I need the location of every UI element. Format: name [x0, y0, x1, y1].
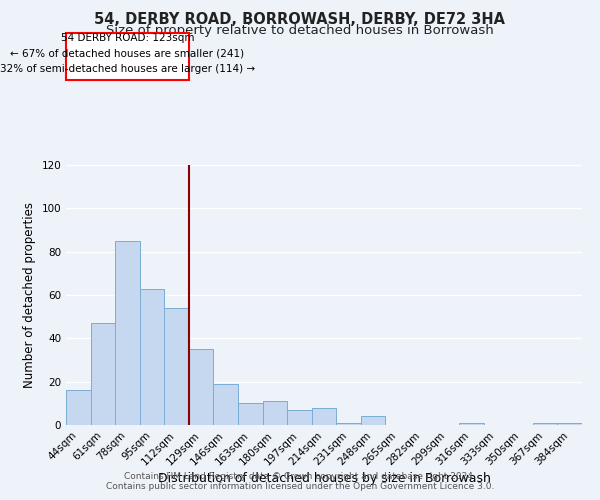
- Bar: [263, 401, 287, 425]
- Y-axis label: Number of detached properties: Number of detached properties: [23, 202, 36, 388]
- Text: Size of property relative to detached houses in Borrowash: Size of property relative to detached ho…: [106, 24, 494, 37]
- Bar: [140, 288, 164, 425]
- Bar: [533, 423, 557, 425]
- Text: 54, DERBY ROAD, BORROWASH, DERBY, DE72 3HA: 54, DERBY ROAD, BORROWASH, DERBY, DE72 3…: [95, 12, 505, 28]
- Bar: [238, 404, 263, 425]
- Text: 54 DERBY ROAD: 123sqm
← 67% of detached houses are smaller (241)
32% of semi-det: 54 DERBY ROAD: 123sqm ← 67% of detached …: [0, 33, 255, 74]
- Bar: [164, 308, 189, 425]
- Bar: [287, 410, 312, 425]
- X-axis label: Distribution of detached houses by size in Borrowash: Distribution of detached houses by size …: [158, 472, 490, 486]
- Text: Contains HM Land Registry data © Crown copyright and database right 2024.: Contains HM Land Registry data © Crown c…: [124, 472, 476, 481]
- Bar: [557, 423, 582, 425]
- Bar: [115, 241, 140, 425]
- Text: Contains public sector information licensed under the Open Government Licence 3.: Contains public sector information licen…: [106, 482, 494, 491]
- Bar: [66, 390, 91, 425]
- Bar: [91, 323, 115, 425]
- Bar: [361, 416, 385, 425]
- Bar: [459, 423, 484, 425]
- Bar: [214, 384, 238, 425]
- Bar: [312, 408, 336, 425]
- Bar: [336, 423, 361, 425]
- Bar: [189, 349, 214, 425]
